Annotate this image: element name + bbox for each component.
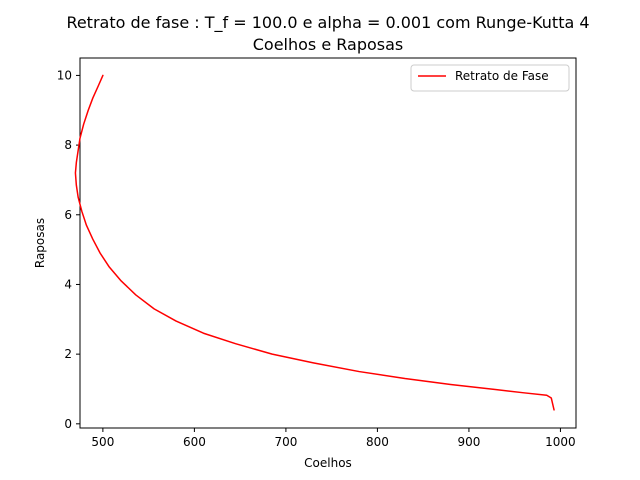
y-tick-label: 2 xyxy=(64,347,72,361)
x-tick-label: 1000 xyxy=(545,435,576,449)
y-tick-label: 10 xyxy=(57,68,72,82)
y-tick-label: 8 xyxy=(64,138,72,152)
x-tick-label: 700 xyxy=(274,435,297,449)
axes-frame xyxy=(79,57,577,429)
x-axis-label: Coelhos xyxy=(304,456,352,470)
x-tick-label: 800 xyxy=(366,435,389,449)
y-axis-label: Raposas xyxy=(33,218,47,268)
plot-area: 500 600 700 800 900 1000 0 2 4 6 8 10 xyxy=(57,57,577,449)
legend: Retrato de Fase xyxy=(410,64,570,92)
series-line-retrato-de-fase xyxy=(74,74,555,411)
legend-box xyxy=(410,64,570,92)
chart-title-line2: Coelhos e Raposas xyxy=(253,35,404,54)
y-tick-label: 4 xyxy=(64,277,72,291)
chart-title-line1: Retrato de fase : T_f = 100.0 e alpha = … xyxy=(66,13,589,33)
x-tick-label: 600 xyxy=(183,435,206,449)
legend-label: Retrato de Fase xyxy=(455,69,549,83)
y-axis-ticks: 0 2 4 6 8 10 xyxy=(57,68,80,431)
y-tick-label: 6 xyxy=(64,208,72,222)
x-axis-ticks: 500 600 700 800 900 1000 xyxy=(91,428,576,449)
x-tick-label: 500 xyxy=(91,435,114,449)
y-tick-label: 0 xyxy=(64,417,72,431)
x-tick-label: 900 xyxy=(457,435,480,449)
